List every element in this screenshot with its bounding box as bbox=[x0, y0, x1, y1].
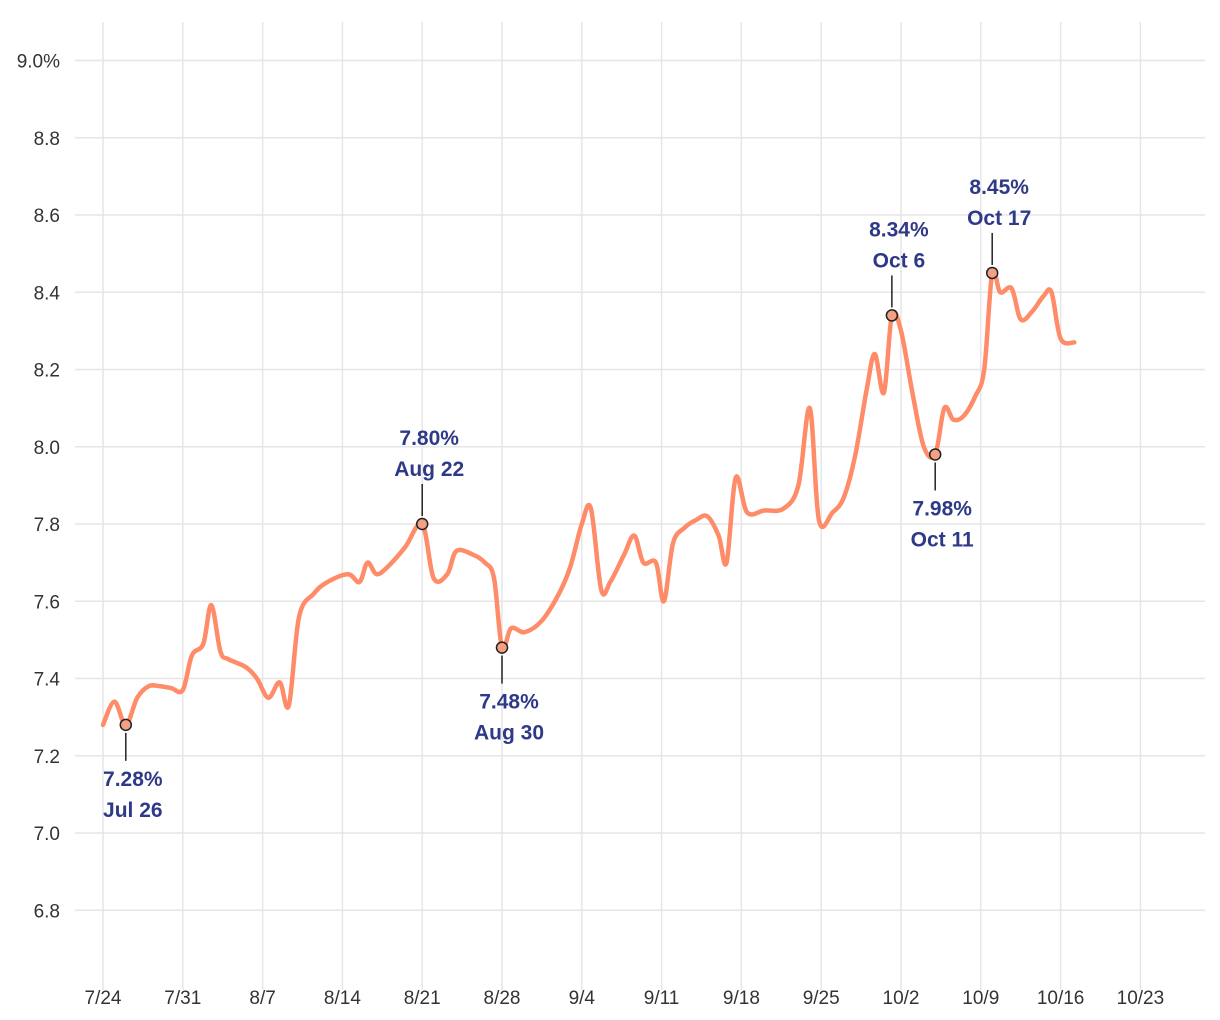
x-tick-label: 9/18 bbox=[723, 988, 760, 1009]
y-gridlines bbox=[75, 59, 1205, 911]
x-tick-label: 10/9 bbox=[962, 988, 999, 1009]
y-tick-label: 7.0 bbox=[34, 824, 60, 845]
y-axis-tick-labels: 9.0% 8.8 8.6 8.4 8.2 8.0 7.8 7.6 7.4 7.2 7.0 6.8 bbox=[17, 52, 61, 923]
annotation-marker bbox=[985, 266, 999, 280]
x-axis-tick-labels: 7/24 7/31 8/7 8/14 8/21 8/28 9/4 9/11 9/18 9/25 10… bbox=[85, 988, 1165, 1009]
y-tick-label: 7.8 bbox=[34, 515, 60, 536]
annotation-rate-label: 7.48% bbox=[479, 691, 539, 714]
annotation-rate-label: 8.45% bbox=[969, 176, 1029, 199]
annotation-layer: 7.28% Jul 26 7.80% Aug 22 7.48% Aug 30 8.34% Oc… bbox=[103, 176, 1031, 822]
y-tick-label: 8.6 bbox=[34, 206, 60, 227]
annotation-date-label: Oct 6 bbox=[873, 249, 926, 272]
x-tick-label: 9/25 bbox=[803, 988, 840, 1009]
annotation-rate-label: 7.28% bbox=[103, 768, 163, 791]
x-tick-label: 8/21 bbox=[404, 988, 441, 1009]
y-tick-label: 8.2 bbox=[34, 361, 60, 382]
annotation-marker bbox=[885, 309, 899, 322]
x-tick-label: 10/2 bbox=[883, 988, 920, 1009]
y-tick-label: 8.4 bbox=[34, 283, 61, 304]
annotation-rate-label: 7.80% bbox=[399, 427, 459, 450]
x-tick-label: 9/11 bbox=[644, 988, 680, 1009]
annotation-rate-label: 8.34% bbox=[869, 218, 929, 241]
x-tick-label: 8/14 bbox=[324, 988, 361, 1009]
x-gridlines bbox=[102, 22, 1142, 990]
x-tick-label: 8/28 bbox=[484, 988, 521, 1009]
annotation-rate-label: 7.98% bbox=[912, 497, 972, 520]
x-tick-label: 10/23 bbox=[1117, 988, 1165, 1009]
y-tick-label: 7.6 bbox=[34, 592, 60, 613]
y-tick-label: 7.4 bbox=[34, 670, 61, 691]
y-tick-label: 9.0% bbox=[17, 52, 60, 73]
x-tick-label: 10/16 bbox=[1037, 988, 1085, 1009]
x-tick-label: 7/31 bbox=[164, 988, 201, 1009]
annotation-marker bbox=[495, 641, 509, 654]
x-tick-label: 9/4 bbox=[569, 988, 596, 1009]
x-tick-label: 7/24 bbox=[85, 988, 122, 1009]
y-tick-label: 8.8 bbox=[34, 129, 60, 150]
annotation-date-label: Oct 11 bbox=[911, 528, 974, 551]
x-tick-label: 8/7 bbox=[249, 988, 275, 1009]
annotation-date-label: Oct 17 bbox=[967, 207, 1031, 230]
annotation-marker bbox=[928, 448, 942, 461]
y-tick-label: 6.8 bbox=[34, 901, 60, 922]
annotation-marker bbox=[119, 718, 133, 732]
annotation-date-label: Aug 30 bbox=[474, 722, 544, 745]
annotation-marker bbox=[415, 517, 429, 531]
y-tick-label: 7.2 bbox=[34, 747, 60, 768]
annotation-date-label: Jul 26 bbox=[103, 799, 163, 822]
annotation-date-label: Aug 22 bbox=[394, 458, 464, 481]
y-tick-label: 8.0 bbox=[34, 438, 60, 459]
